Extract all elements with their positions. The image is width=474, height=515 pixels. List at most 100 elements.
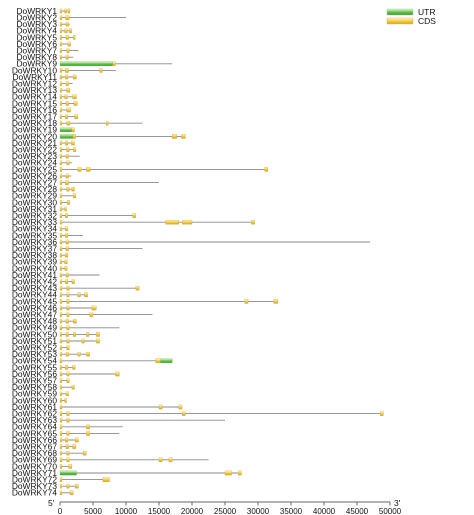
cds-segment [77,351,81,357]
cds-segment [59,292,62,298]
gene-label: DoWRKY35 [12,230,57,240]
cds-segment [96,338,100,344]
cds-segment [59,114,62,119]
x-axis: 5' 3' 0 5000 10000 15000 20000 25000 30000 3500… [48,498,402,515]
cds-segment [112,61,116,67]
cds-segment [86,424,90,430]
gene-label: DoWRKY72 [12,475,57,485]
utr-segment [160,358,173,364]
cds-segment [65,74,69,80]
cds-segment [66,186,70,192]
gene-row-12: DoWRKY12 [12,79,73,89]
cds-segment [181,134,186,139]
gene-row-44: DoWRKY44 [12,290,88,300]
cds-segment [66,378,70,383]
gene-row-24: DoWRKY24 [12,158,72,168]
gene-label: DoWRKY16 [12,105,57,115]
cds-segment [65,180,69,185]
cds-segment [65,246,69,251]
gene-row-59: DoWRKY59 [12,389,69,399]
gene-row-35: DoWRKY35 [12,230,84,240]
gene-label: DoWRKY44 [12,290,57,300]
gene-row-34: DoWRKY34 [12,224,69,234]
gene-label: DoWRKY22 [12,145,57,155]
cds-segment [168,457,173,463]
gene-row-26: DoWRKY26 [12,171,72,181]
tick-label: 15000 [148,507,171,515]
cds-segment [59,147,62,152]
gene-row-48: DoWRKY48 [12,316,77,326]
gene-label: DoWRKY58 [12,382,57,392]
gene-label: DoWRKY39 [12,257,57,267]
gene-row-25: DoWRKY25 [12,164,269,174]
cds-segment [59,94,62,100]
cds-segment [59,398,62,403]
cds-segment [66,450,70,456]
cds-segment [59,365,62,370]
cds-segment [66,411,70,416]
cds-segment [59,186,62,192]
gene-row-41: DoWRKY41 [12,270,100,280]
cds-segment [59,464,62,469]
gene-label: DoWRKY29 [12,191,57,201]
gene-row-11: DoWRKY11 [12,72,77,82]
cds-segment [65,21,69,27]
cds-segment [99,68,103,73]
gene-row-38: DoWRKY38 [12,250,69,260]
gene-row-61: DoWRKY61 [12,402,183,412]
cds-segment [59,200,62,205]
cds-segment [73,332,76,337]
gene-label: DoWRKY20 [12,131,57,141]
gene-row-5: DoWRKY5 [17,32,76,42]
gene-row-32: DoWRKY32 [12,211,137,221]
cds-segment [59,318,62,324]
gene-row-4: DoWRKY4 [17,26,73,36]
gene-label: DoWRKY15 [12,98,57,108]
gene-label: DoWRKY51 [12,336,57,346]
gene-row-71: DoWRKY71 [12,468,242,478]
gene-row-49: DoWRKY49 [12,323,120,333]
cds-segment [59,140,62,146]
gene-label: DoWRKY69 [12,455,57,465]
cds-segment [59,325,63,331]
gene-row-74: DoWRKY74 [12,488,74,498]
cds-segment [59,48,62,53]
gene-label: DoWRKY52 [12,343,57,353]
gene-label: DoWRKY55 [12,362,57,372]
gene-row-16: DoWRKY16 [12,105,71,115]
gene-row-7: DoWRKY7 [17,46,79,56]
cds-segment [66,345,70,350]
cds-segment [69,28,73,34]
cds-segment [264,167,269,172]
cds-segment [59,15,62,20]
cds-segment [68,464,73,469]
cds-segment [67,8,71,14]
gene-label: DoWRKY9 [17,59,58,69]
gene-tracks: DoWRKY1DoWRKY2DoWRKY3DoWRKY4DoWRKY5DoWRK… [12,6,384,498]
tick-label: 5000 [84,507,102,515]
cds-segment [59,28,62,34]
cds-segment [59,272,62,278]
gene-label: DoWRKY34 [12,224,57,234]
cds-segment [66,292,70,298]
cds-segment [59,167,63,172]
cds-segment [59,239,63,245]
cds-segment [91,305,97,311]
gene-row-51: DoWRKY51 [12,336,100,346]
cds-segment [64,259,68,265]
cds-segment [165,219,179,225]
gene-row-47: DoWRKY47 [12,310,153,320]
gene-label: DoWRKY73 [12,481,57,491]
gene-row-43: DoWRKY43 [12,283,140,293]
three-prime-label: 3' [394,498,401,508]
gene-label: DoWRKY13 [12,85,57,95]
gene-row-21: DoWRKY21 [12,138,75,148]
cds-segment [59,424,63,430]
cds-segment [64,28,68,34]
gene-label: DoWRKY2 [17,13,58,23]
tick-label: 25000 [214,507,237,515]
tick-label: 45000 [346,507,369,515]
cds-segment [172,134,177,139]
cds-segment [59,371,63,377]
